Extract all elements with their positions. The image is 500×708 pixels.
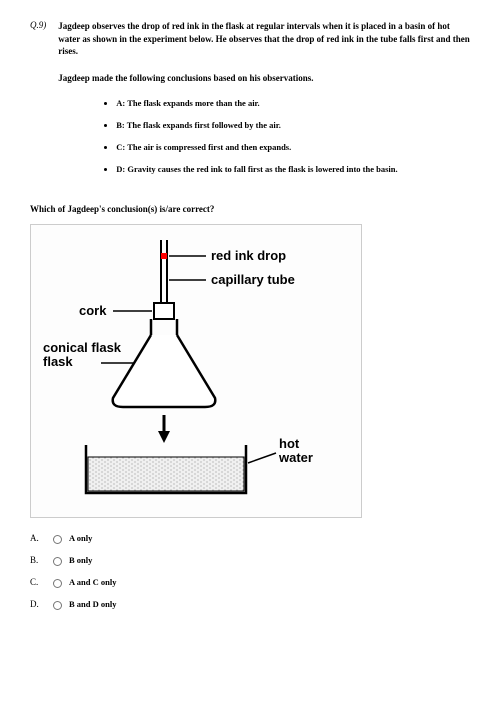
option-radio-a[interactable]: [53, 535, 62, 544]
label-hot-water: hot water: [278, 436, 313, 465]
option-text-b: B only: [69, 555, 92, 565]
label-red-ink: red ink drop: [211, 248, 286, 263]
question-container: Q.9) Jagdeep observes the drop of red in…: [30, 20, 470, 188]
question-text-2: Jagdeep made the following conclusions b…: [58, 72, 470, 85]
question-number: Q.9): [30, 20, 46, 188]
option-letter-d: D.: [30, 599, 44, 609]
option-b: B. B only: [30, 554, 470, 566]
option-text-c: A and C only: [69, 577, 116, 587]
conclusion-a: A: The flask expands more than the air.: [116, 98, 470, 108]
label-cork: cork: [79, 303, 107, 318]
option-radio-b[interactable]: [53, 557, 62, 566]
option-letter-a: A.: [30, 533, 44, 543]
sub-question: Which of Jagdeep's conclusion(s) is/are …: [30, 204, 470, 214]
question-text-1: Jagdeep observes the drop of red ink in …: [58, 20, 470, 58]
option-letter-c: C.: [30, 577, 44, 587]
experiment-diagram: red ink drop capillary tube cork conical…: [30, 224, 362, 518]
option-c: C. A and C only: [30, 576, 470, 588]
label-capillary: capillary tube: [211, 272, 295, 287]
conclusion-d: D: Gravity causes the red ink to fall fi…: [116, 164, 470, 174]
svg-text:flask: flask: [43, 354, 73, 369]
option-radio-d[interactable]: [53, 601, 62, 610]
option-text-a: A only: [69, 533, 92, 543]
question-body: Jagdeep observes the drop of red ink in …: [58, 20, 470, 188]
label-flask: conical flask: [43, 340, 122, 355]
option-text-d: B and D only: [69, 599, 116, 609]
diagram-svg: red ink drop capillary tube cork conical…: [41, 235, 341, 505]
option-d: D. B and D only: [30, 598, 470, 610]
option-a: A. A only: [30, 532, 470, 544]
conclusion-c: C: The air is compressed first and then …: [116, 142, 470, 152]
option-letter-b: B.: [30, 555, 44, 565]
conclusion-b: B: The flask expands first followed by t…: [116, 120, 470, 130]
conclusions-list: A: The flask expands more than the air. …: [76, 98, 470, 174]
option-radio-c[interactable]: [53, 579, 62, 588]
answer-options: A. A only B. B only C. A and C only D. B…: [30, 532, 470, 610]
